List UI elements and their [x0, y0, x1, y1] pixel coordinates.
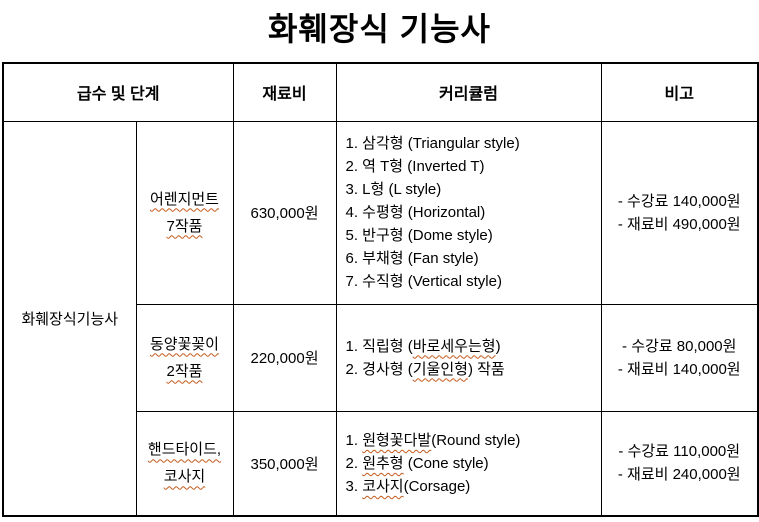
header-cell-material-cost: 재료비 [232, 62, 337, 122]
plain-text: ) 작품 [467, 360, 505, 378]
plain-text: 1. [345, 431, 363, 449]
plain-text: 1. 직립형 ( [345, 337, 413, 355]
notes-cell-handtied: - 수강료 110,000원 - 재료비 240,000원 [600, 410, 759, 517]
plain-text: 2. 경사형 ( [345, 360, 413, 378]
text-line: 어렌지먼트 [149, 190, 219, 208]
plain-text: 7. 수직형 (Vertical style) [345, 273, 502, 290]
plain-text: (Cone style) [403, 454, 489, 472]
curriculum-item: 2. 경사형 (기울인형) 작품 [346, 358, 595, 381]
text-line: - 수강료 110,000원 [618, 443, 741, 461]
plain-text: 3. [345, 477, 363, 495]
table-row-arrangement: 화훼장식기능사 어렌지먼트 7작품 630,000원 1. 삼각형 (Triang… [2, 120, 759, 517]
curriculum-item: 2. 역 T형 (Inverted T) [346, 155, 595, 178]
table-header-row: 급수 및 단계 재료비 커리큘럼 비고 [2, 62, 759, 122]
curriculum-item: 4. 수평형 (Horizontal) [346, 201, 595, 224]
page-title: 화훼장식 기능사 [268, 11, 491, 47]
cost-cell-handtied: 350,000원 [232, 410, 337, 517]
text-line: - 수강료 80,000원 [622, 337, 737, 355]
header-cell-note: 비고 [600, 62, 759, 122]
text-line: 코사지 [163, 468, 206, 486]
curriculum-item: 1. 원형꽃다발(Round style) [346, 429, 595, 452]
stage-cell-arrangement: 어렌지먼트 7작품 [135, 120, 234, 305]
plain-text: 6. 부채형 (Fan style) [345, 250, 479, 267]
course-table: 급수 및 단계 재료비 커리큘럼 비고 화훼장식기능사 어렌지먼트 7작품 630… [2, 62, 759, 517]
plain-text: 2. [345, 454, 363, 472]
plain-text: 3. L형 (L style) [345, 181, 442, 198]
misspelled-text: 원형꽃다발 [362, 431, 432, 449]
text-line: - 수강료 140,000원 [617, 192, 741, 210]
misspelled-text: 원추형 [362, 454, 404, 472]
text-line: 7작품 [166, 217, 203, 235]
curriculum-item: 5. 반구형 (Dome style) [346, 224, 595, 247]
plain-text: (Corsage) [403, 477, 471, 495]
category-cell: 화훼장식기능사 [2, 120, 137, 517]
table-row-oriental: 동양꽃꽂이 2작품 220,000원 1. 직립형 (바로세우는형) 2. 경사형 … [3, 303, 759, 412]
table-row-handtied: 핸드타이드, 코사지 350,000원 1. 원형꽃다발(Round style)… [3, 410, 759, 517]
curriculum-item: 3. L형 (L style) [346, 178, 595, 201]
cost-cell-oriental: 220,000원 [232, 303, 337, 412]
text-line: - 재료비 240,000원 [617, 466, 741, 484]
notes-cell-oriental: - 수강료 80,000원 - 재료비 140,000원 [600, 303, 759, 412]
header-cell-level: 급수 및 단계 [2, 62, 234, 122]
text-line: 핸드타이드, [147, 441, 222, 459]
plain-text: 4. 수평형 (Horizontal) [345, 204, 486, 221]
curriculum-item: 7. 수직형 (Vertical style) [346, 270, 595, 293]
text-line: - 재료비 490,000원 [617, 215, 741, 233]
stage-cell-oriental: 동양꽃꽂이 2작품 [135, 303, 234, 412]
plain-text: (Round style) [431, 431, 521, 449]
plain-text: 1. 삼각형 (Triangular style) [345, 135, 520, 152]
misspelled-text: 기울인형 [412, 360, 468, 378]
header-cell-curriculum: 커리큘럼 [335, 62, 602, 122]
notes-cell-arrangement: - 수강료 140,000원 - 재료비 490,000원 [600, 120, 759, 305]
curriculum-item: 1. 직립형 (바로세우는형) [346, 335, 595, 358]
curriculum-cell-arrangement: 1. 삼각형 (Triangular style) 2. 역 T형 (Invert… [335, 120, 602, 305]
plain-text: 5. 반구형 (Dome style) [345, 227, 493, 244]
plain-text: ) [495, 337, 501, 355]
cost-cell-arrangement: 630,000원 [232, 120, 337, 305]
curriculum-cell-handtied: 1. 원형꽃다발(Round style) 2. 원추형 (Cone style)… [335, 410, 602, 517]
text-line: 2작품 [166, 362, 203, 380]
misspelled-text: 코사지 [362, 477, 404, 495]
stage-cell-handtied: 핸드타이드, 코사지 [135, 410, 234, 517]
plain-text: 2. 역 T형 (Inverted T) [345, 158, 485, 175]
curriculum-item: 6. 부채형 (Fan style) [346, 247, 595, 270]
curriculum-cell-oriental: 1. 직립형 (바로세우는형) 2. 경사형 (기울인형) 작품 [335, 303, 602, 412]
curriculum-item: 3. 코사지(Corsage) [346, 475, 595, 498]
misspelled-text: 바로세우는형 [412, 337, 496, 355]
text-line: 동양꽃꽂이 [149, 335, 219, 353]
curriculum-item: 2. 원추형 (Cone style) [346, 452, 595, 475]
text-line: - 재료비 140,000원 [617, 360, 741, 378]
curriculum-item: 1. 삼각형 (Triangular style) [346, 132, 595, 155]
